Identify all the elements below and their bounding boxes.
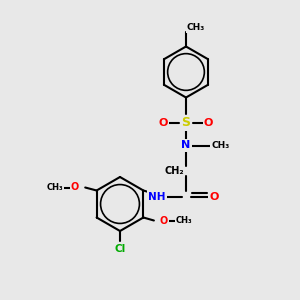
Text: O: O xyxy=(204,118,213,128)
Text: O: O xyxy=(159,118,168,128)
Text: Cl: Cl xyxy=(114,244,126,254)
Text: NH: NH xyxy=(148,191,166,202)
Text: CH₂: CH₂ xyxy=(165,166,184,176)
Text: O: O xyxy=(71,182,79,193)
Text: CH₃: CH₃ xyxy=(187,23,205,32)
Text: O: O xyxy=(159,215,168,226)
Text: O: O xyxy=(209,191,219,202)
Text: CH₃: CH₃ xyxy=(46,183,63,192)
Text: S: S xyxy=(182,116,190,130)
Text: CH₃: CH₃ xyxy=(176,216,192,225)
Text: CH₃: CH₃ xyxy=(212,141,230,150)
Text: N: N xyxy=(182,140,190,151)
